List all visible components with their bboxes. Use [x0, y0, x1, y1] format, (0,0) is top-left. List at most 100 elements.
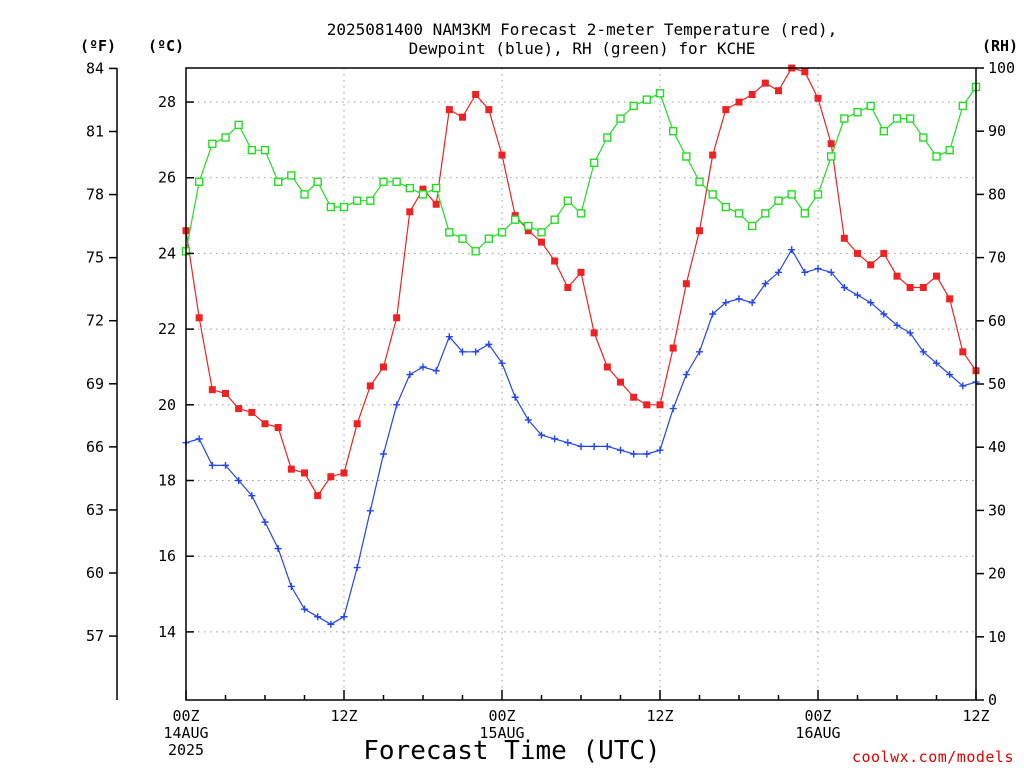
dewpoint-point — [867, 299, 875, 307]
rh-point — [932, 152, 941, 161]
fahrenheit-tick-label: 75 — [86, 249, 104, 267]
temperature-point — [906, 283, 914, 291]
temperature-point — [261, 420, 269, 428]
rh-point — [774, 196, 783, 205]
x-tick-label: 00Z — [488, 707, 515, 725]
temperature-point — [735, 98, 743, 106]
dewpoint-point — [959, 382, 967, 390]
dewpoint-point — [248, 492, 256, 500]
credit-watermark: coolwx.com/models — [852, 748, 1014, 766]
temperature-point — [643, 401, 651, 409]
dewpoint-point — [840, 283, 848, 291]
temperature-point — [669, 344, 677, 352]
fahrenheit-tick-label: 69 — [86, 375, 104, 393]
rh-point — [392, 177, 401, 186]
dewpoint-point — [590, 442, 598, 450]
temperature-point — [445, 106, 453, 114]
dewpoint-point — [340, 613, 348, 621]
rh-tick-label: 30 — [988, 501, 1006, 519]
dewpoint-point — [893, 321, 901, 329]
rh-point — [234, 120, 243, 130]
x-tick-label: 16AUG — [795, 724, 840, 742]
temperature-point — [551, 257, 559, 265]
dewpoint-point — [366, 507, 374, 515]
dewpoint-point — [919, 348, 927, 356]
dewpoint-point — [788, 246, 796, 254]
rh-tick-label: 80 — [988, 185, 1006, 203]
dewpoint-point — [195, 435, 203, 443]
rh-point — [471, 247, 480, 256]
temperature-point — [722, 106, 730, 114]
rh-point — [761, 209, 770, 218]
rh-point — [958, 101, 968, 111]
dewpoint-point — [208, 461, 216, 469]
temperature-point — [827, 140, 835, 148]
celsius-tick-label: 18 — [158, 472, 176, 490]
rh-point — [826, 152, 836, 161]
rh-point — [708, 190, 717, 199]
temperature-point — [577, 268, 585, 276]
temperature-point — [274, 424, 282, 432]
dewpoint-point — [643, 450, 651, 458]
chart-title-line-1: 2025081400 NAM3KM Forecast 2-meter Tempe… — [327, 20, 838, 39]
rh-point — [787, 190, 796, 199]
rh-point — [866, 101, 875, 111]
temperature-point — [366, 382, 374, 390]
dewpoint-point — [564, 439, 572, 447]
rh-point — [445, 228, 454, 237]
temperature-point — [432, 200, 440, 208]
celsius-unit-label: (ºC) — [148, 37, 184, 55]
dewpoint-point — [709, 310, 717, 318]
rh-point — [668, 126, 678, 136]
temperature-point — [801, 68, 809, 76]
temperature-point — [459, 113, 466, 121]
dewpoint-point — [511, 393, 519, 401]
rh-point — [945, 145, 954, 155]
rh-point — [616, 114, 625, 123]
x-tick-label: 15AUG — [479, 724, 524, 742]
rh-point — [840, 114, 849, 123]
rh-point — [537, 228, 546, 237]
rh-point — [813, 190, 823, 199]
temperature-point — [353, 420, 361, 428]
temperature-point — [248, 408, 256, 416]
rh-point — [589, 158, 599, 168]
chart-title-line-2: Dewpoint (blue), RH (green) for KCHE — [409, 39, 756, 58]
axis-ticks: 14 16 18 20 22 24 26 28 57 60 63 66 69 72 75 78 81 84 0 10 2… — [86, 59, 1015, 759]
temperature-point — [682, 280, 690, 288]
dewpoint-point — [551, 435, 559, 443]
celsius-tick-label: 24 — [158, 244, 176, 262]
rh-point — [273, 177, 283, 186]
rh-tick-label: 90 — [988, 122, 1006, 140]
dewpoint-point — [827, 268, 835, 276]
rh-point — [905, 114, 915, 123]
dewpoint-point — [353, 564, 361, 572]
temperature-point — [498, 151, 506, 159]
dewpoint-point — [419, 363, 427, 371]
temperature-point — [195, 314, 203, 322]
temperature-point — [656, 401, 664, 409]
x-tick-label: 00Z — [172, 707, 199, 725]
temperature-point — [761, 79, 769, 87]
dewpoint-point — [630, 450, 638, 458]
dewpoint-point — [445, 333, 453, 341]
dewpoint-point — [735, 295, 743, 303]
temperature-point — [524, 227, 532, 235]
celsius-tick-label: 20 — [158, 396, 176, 414]
dewpoint-point — [696, 348, 703, 356]
rh-point — [800, 209, 810, 218]
rh-point — [431, 183, 441, 193]
grid-lines — [186, 68, 976, 700]
dewpoint-point — [682, 371, 690, 379]
dewpoint-point — [801, 268, 809, 276]
temperature-point — [893, 272, 901, 280]
temperature-point — [919, 283, 927, 291]
temperature-point — [287, 465, 295, 473]
dewpoint-point — [261, 518, 269, 526]
rh-point — [682, 152, 691, 161]
fahrenheit-unit-label: (ºF) — [80, 37, 116, 55]
rh-point — [247, 145, 257, 155]
celsius-tick-label: 22 — [158, 320, 176, 338]
temperature-point — [301, 469, 308, 477]
